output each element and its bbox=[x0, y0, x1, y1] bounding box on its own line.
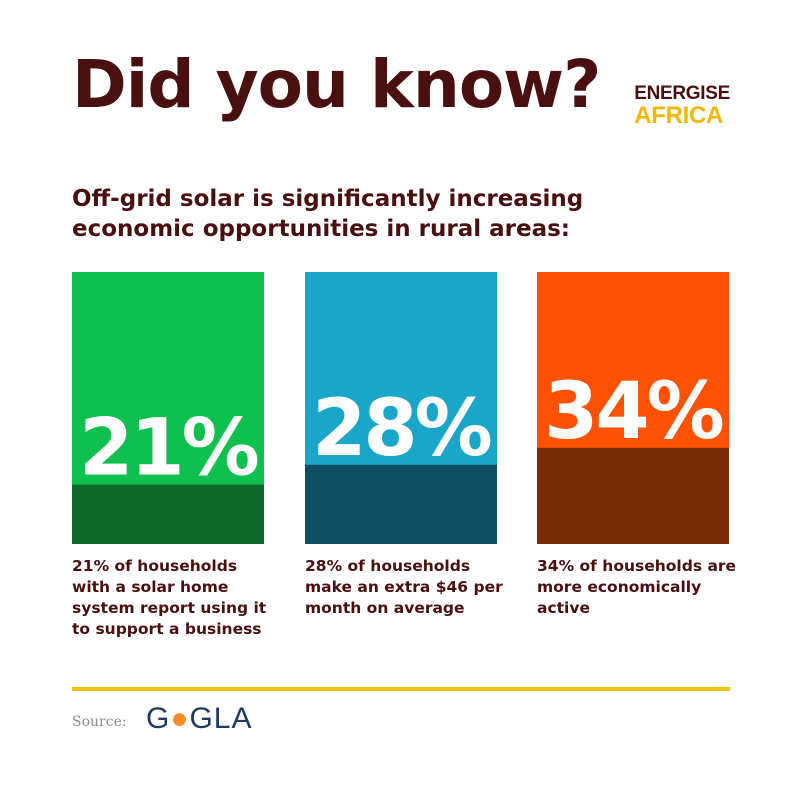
gogla-logo: G●GLA bbox=[146, 702, 253, 736]
bar-2 bbox=[305, 464, 497, 544]
bar-3 bbox=[537, 447, 729, 544]
caption-1: 21% of households with a solar home syst… bbox=[72, 557, 267, 638]
bar-1 bbox=[72, 484, 264, 544]
logo-line-energise: ENERGISE bbox=[634, 83, 730, 104]
value-label-1: 21% bbox=[79, 404, 258, 494]
gogla-logo-gla: GLA bbox=[189, 702, 253, 735]
gogla-logo-o-icon: ● bbox=[170, 702, 190, 735]
energise-africa-logo: ENERGISE AFRICA bbox=[634, 84, 730, 128]
value-label-2: 28% bbox=[312, 384, 491, 474]
chart-subtitle: Off-grid solar is significantly increasi… bbox=[72, 186, 584, 242]
caption-2: 28% of households make an extra $46 per … bbox=[305, 557, 503, 617]
source-label: Source: bbox=[72, 714, 127, 730]
logo-line-africa: AFRICA bbox=[634, 102, 724, 129]
gogla-logo-g: G bbox=[146, 702, 171, 735]
page-title: Did you know? bbox=[72, 46, 601, 123]
value-label-3: 34% bbox=[544, 367, 723, 457]
divider-rule bbox=[72, 687, 730, 691]
caption-3: 34% of households are more economically … bbox=[537, 557, 737, 617]
